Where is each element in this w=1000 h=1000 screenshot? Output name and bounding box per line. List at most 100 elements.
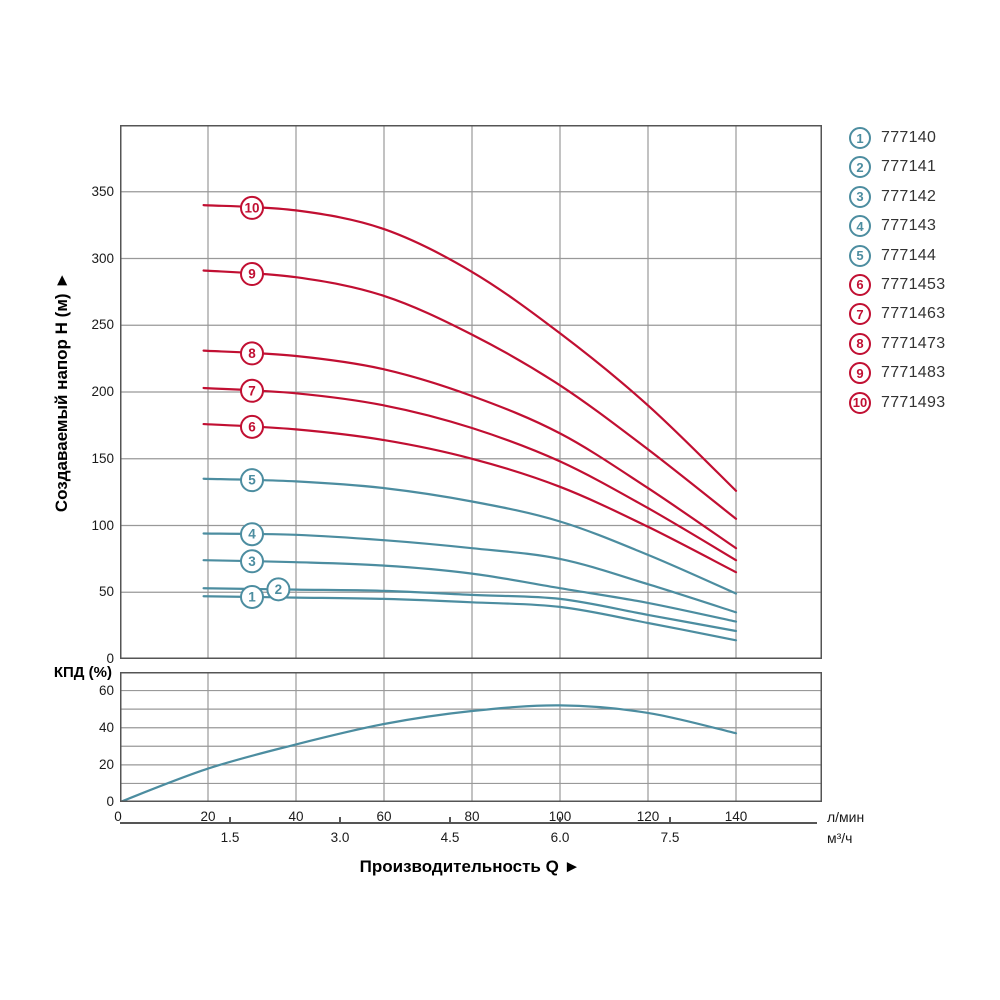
x-tick-lmin-20: 20 [200, 809, 216, 824]
y-main-tick-150: 150 [91, 450, 114, 466]
legend-item-4: 4 777143 [849, 215, 945, 238]
y-axis-title: Создаваемый напор H (м) ► [52, 271, 71, 513]
efficiency-axis-label: КПД (%) [53, 664, 112, 681]
curve-label-number-8: 8 [248, 346, 256, 361]
legend-code-7771493: 7771493 [881, 393, 946, 411]
curve-777143 [202, 532, 738, 614]
legend-code-7771453: 7771453 [881, 275, 946, 293]
legend-code-7771473: 7771473 [881, 334, 946, 352]
x-tick-m3h-3.0: 3.0 [330, 830, 350, 845]
legend-item-9: 9 7771483 [849, 362, 946, 385]
x-tick-mark-m3h-3.0 [339, 817, 341, 823]
curve-label-number-4: 4 [248, 527, 256, 542]
y-eff-tick-20: 20 [98, 756, 114, 772]
curve-7771483 [202, 269, 738, 520]
plot-border [120, 125, 822, 659]
legend-number-badge-5: 5 [849, 244, 871, 267]
curve-777140 [202, 595, 738, 642]
legend-code-777142: 777142 [881, 187, 937, 205]
legend-code-777140: 777140 [881, 129, 937, 146]
legend-number-badge-9: 9 [849, 362, 871, 385]
plot-border [120, 672, 822, 802]
y-main-tick-300: 300 [91, 250, 114, 266]
curve-КПД [120, 704, 738, 802]
curve-777141 [202, 587, 738, 633]
curve-label-number-2: 2 [275, 582, 283, 597]
head-flow-plot-svg: 1 2 3 4 5 6 7 8 9 10 [120, 125, 822, 659]
head-flow-chart: 1 2 3 4 5 6 7 8 9 10 [120, 125, 822, 659]
curve-7771463 [202, 386, 738, 562]
y-main-tick-100: 100 [91, 517, 114, 533]
curve-label-number-10: 10 [244, 200, 259, 215]
x-tick-mark-m3h-6.0 [559, 817, 561, 823]
legend-number-badge-1: 1 [849, 127, 871, 149]
legend-number-badge-6: 6 [849, 273, 871, 296]
curve-label-circle-8 [240, 341, 264, 366]
legend: 1 777140 2 777141 3 777142 4 777143 5 777144 6 7771… [849, 127, 945, 414]
x-tick-lmin-40: 40 [288, 809, 304, 824]
legend-code-7771463: 7771463 [881, 305, 946, 323]
x-tick-lmin-60: 60 [376, 809, 392, 824]
curve-label-circle-3 [240, 549, 264, 574]
curve-label-circle-1 [240, 584, 264, 609]
curve-label-number-9: 9 [248, 267, 256, 282]
legend-code-777141: 777141 [881, 158, 937, 176]
curve-label-number-6: 6 [248, 419, 256, 434]
curve-label-circle-7 [240, 378, 264, 403]
legend-item-10: 10 7771493 [849, 391, 946, 414]
curve-label-circle-5 [240, 468, 264, 493]
x-tick-lmin-120: 120 [636, 809, 660, 824]
x-unit-m3h-label: м³/ч [827, 830, 853, 846]
curve-label-number-1: 1 [248, 589, 256, 604]
legend-number-badge-3: 3 [849, 185, 871, 208]
x-unit-lmin-label: л/мин [827, 809, 865, 825]
y-main-tick-250: 250 [91, 317, 114, 333]
curve-777144 [202, 477, 738, 595]
x-tick-mark-m3h-1.5 [229, 817, 231, 823]
legend-code-777144: 777144 [881, 246, 937, 264]
x-axis-title: Производительность Q ► [359, 857, 581, 876]
x-tick-m3h-7.5: 7.5 [660, 830, 680, 845]
legend-item-1: 1 777140 [849, 127, 945, 149]
curve-label-number-7: 7 [248, 383, 256, 398]
curve-777142 [202, 559, 738, 623]
y-eff-tick-0: 0 [106, 794, 114, 809]
curve-7771493 [202, 204, 738, 492]
curve-label-circle-2 [266, 577, 291, 602]
legend-number-badge-7: 7 [849, 303, 871, 326]
x-tick-mark-m3h-4.5 [449, 817, 451, 823]
curve-7771453 [202, 422, 738, 574]
y-eff-tick-60: 60 [98, 682, 114, 698]
efficiency-chart [120, 672, 822, 802]
y-main-tick-350: 350 [91, 183, 114, 199]
curve-7771473 [202, 349, 738, 550]
curve-label-circle-9 [240, 262, 264, 287]
x-tick-lmin-100: 100 [549, 809, 572, 825]
legend-code-7771483: 7771483 [881, 364, 946, 382]
x-tick-lmin-80: 80 [464, 809, 480, 824]
curve-label-number-3: 3 [248, 554, 256, 569]
legend-number-badge-4: 4 [849, 215, 871, 238]
x-tick-m3h-1.5: 1.5 [220, 830, 240, 845]
legend-code-777143: 777143 [881, 217, 937, 235]
legend-item-2: 2 777141 [849, 156, 945, 179]
y-main-tick-200: 200 [91, 384, 114, 399]
legend-item-7: 7 7771463 [849, 303, 946, 326]
x-tick-m3h-4.5: 4.5 [440, 830, 460, 845]
curve-label-circle-6 [240, 414, 264, 439]
legend-item-3: 3 777142 [849, 185, 945, 208]
curve-label-number-5: 5 [248, 473, 256, 488]
x-tick-lmin-0: 0 [114, 809, 122, 824]
legend-item-5: 5 777144 [849, 244, 945, 267]
curve-label-circle-10 [240, 195, 264, 220]
secondary-x-axis-line [120, 822, 817, 824]
y-main-tick-0: 0 [106, 651, 114, 666]
legend-number-badge-10: 10 [849, 391, 871, 414]
y-main-tick-50: 50 [98, 584, 114, 600]
legend-item-8: 8 7771473 [849, 332, 946, 355]
x-tick-lmin-140: 140 [724, 809, 748, 824]
legend-item-6: 6 7771453 [849, 273, 946, 296]
x-tick-m3h-6.0: 6.0 [550, 830, 570, 845]
x-tick-mark-m3h-7.5 [669, 817, 671, 823]
